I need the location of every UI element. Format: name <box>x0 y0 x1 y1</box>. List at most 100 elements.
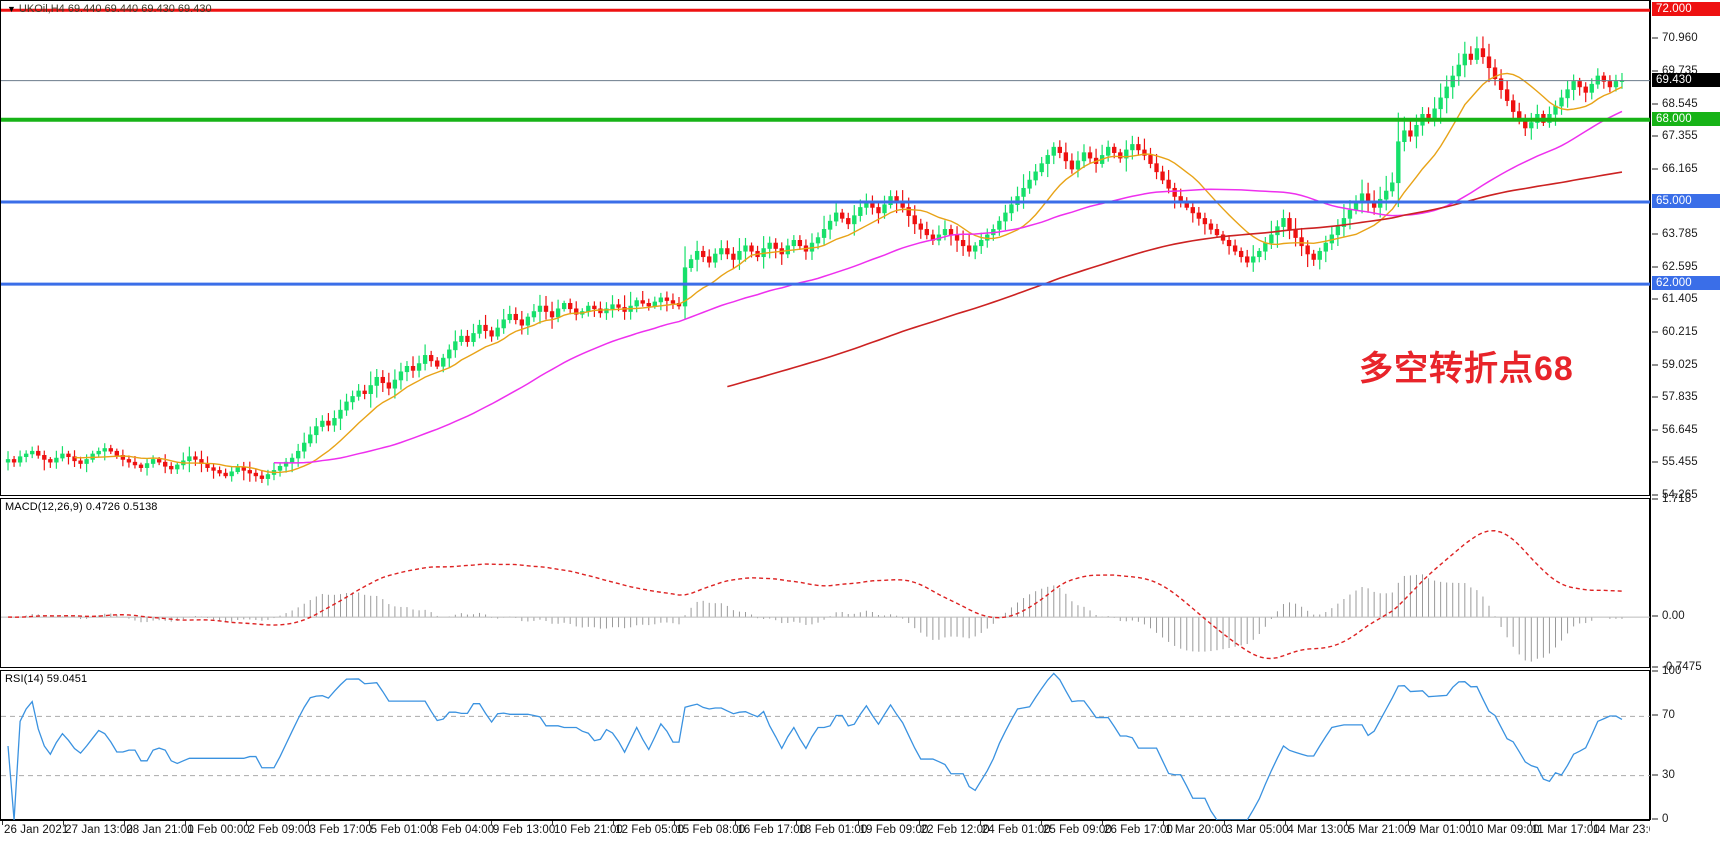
axis-tick-mark <box>1652 615 1658 617</box>
price-chart-panel[interactable]: ▼ UKOil,H4 69.440 69.440 69.430 69.430 多空… <box>0 0 1651 497</box>
rsi-tick-70: 70 <box>1662 709 1675 722</box>
price-tick-59.025: 59.025 <box>1662 358 1698 371</box>
price-badge-68.000[interactable]: 68.000 <box>1652 111 1720 126</box>
price-tick-54.265: 54.265 <box>1662 489 1698 501</box>
time-tick-mark <box>1590 821 1592 825</box>
time-tick-mark <box>735 821 737 825</box>
axis-tick-mark <box>1652 494 1658 496</box>
time-tick-23: 9 Mar 01:00 <box>1409 824 1473 836</box>
time-scale-axis[interactable]: 26 Jan 2021 27 Jan 13:00 28 Jan 21:00 1 Feb… <box>0 820 1662 841</box>
time-tick-mark <box>1407 821 1409 825</box>
time-tick-3: 1 Feb 00:00 <box>187 824 250 836</box>
time-tick-mark <box>124 821 126 825</box>
time-tick-mark <box>1102 821 1103 825</box>
time-tick-10: 12 Feb 05:00 <box>615 824 685 836</box>
time-tick-mark <box>918 821 920 825</box>
time-tick-mark <box>1163 821 1165 825</box>
axis-tick-mark <box>1652 714 1658 716</box>
time-tick-mark <box>613 821 615 825</box>
time-tick-mark <box>1346 821 1348 825</box>
rsi-tick-30: 30 <box>1662 768 1675 781</box>
price-tick-70.960: 70.960 <box>1662 31 1698 44</box>
time-tick-mark <box>185 821 187 825</box>
time-tick-20: 3 Mar 05:00 <box>1226 824 1289 836</box>
time-tick-mark <box>307 821 309 825</box>
rsi-tick-100: 100 <box>1662 665 1682 677</box>
axis-tick-mark <box>1652 498 1658 500</box>
axis-tick-mark <box>1652 135 1658 137</box>
price-tick-63.785: 63.785 <box>1662 228 1698 241</box>
macd-indicator-panel[interactable]: MACD(12,26,9) 0.4726 0.5138 <box>0 498 1651 668</box>
price-badge-69.430[interactable]: 69.430 <box>1652 72 1720 87</box>
time-tick-11: 15 Feb 08:00 <box>676 824 746 836</box>
time-tick-9: 10 Feb 21:00 <box>554 824 623 836</box>
rsi-plot <box>1 672 1651 821</box>
time-tick-12: 16 Feb 17:00 <box>737 824 807 836</box>
time-tick-mark <box>368 821 370 825</box>
time-tick-mark <box>2 821 3 825</box>
time-tick-26: 14 Mar 23:00 <box>1592 824 1662 836</box>
time-tick-2: 28 Jan 21:00 <box>126 824 194 836</box>
axis-tick-mark <box>1652 233 1658 235</box>
price-tick-57.835: 57.835 <box>1662 391 1698 404</box>
macd-tick--0.7475: -0.7475 <box>1662 661 1702 673</box>
axis-tick-mark <box>1652 298 1658 300</box>
price-badge-72.000[interactable]: 72.000 <box>1652 2 1720 17</box>
chart-annotation: 多空转折点68 <box>1359 350 1574 388</box>
macd-tick-0.00: 0.00 <box>1662 610 1685 623</box>
macd-plot <box>1 530 1651 662</box>
price-scale-axis[interactable]: 70.960 69.735 68.545 67.355 66.165 63.785 62.5… <box>1650 0 1722 841</box>
macd-tick-1.718: 1.718 <box>1662 493 1692 505</box>
axis-tick-mark <box>1652 396 1658 398</box>
time-tick-14: 19 Feb 09:00 <box>859 824 929 836</box>
price-tick-60.215: 60.215 <box>1662 326 1698 339</box>
time-tick-22: 5 Mar 21:00 <box>1348 824 1411 836</box>
time-tick-1: 27 Jan 13:00 <box>65 824 133 836</box>
time-tick-mark <box>796 821 798 825</box>
time-tick-16: 24 Feb 01:00 <box>981 824 1051 836</box>
time-tick-25: 11 Mar 17:00 <box>1531 824 1600 836</box>
time-tick-6: 5 Feb 01:00 <box>370 824 434 836</box>
macd-label: MACD(12,26,9) 0.4726 0.5138 <box>5 501 158 513</box>
price-badge-62.000[interactable]: 62.000 <box>1652 276 1720 291</box>
axis-tick-mark <box>1652 666 1658 668</box>
axis-tick-mark <box>1652 331 1658 333</box>
price-tick-56.645: 56.645 <box>1662 423 1698 436</box>
time-tick-mark <box>552 821 553 825</box>
time-tick-4: 2 Feb 09:00 <box>248 824 311 836</box>
time-tick-mark <box>1529 821 1531 825</box>
time-tick-24: 10 Mar 09:00 <box>1470 824 1540 836</box>
price-tick-55.455: 55.455 <box>1662 456 1698 469</box>
time-tick-17: 25 Feb 09:00 <box>1042 824 1112 836</box>
time-tick-0: 26 Jan 2021 <box>4 824 69 836</box>
rsi-tick-0: 0 <box>1662 813 1669 825</box>
price-badge-65.000[interactable]: 65.000 <box>1652 193 1720 208</box>
price-tick-62.595: 62.595 <box>1662 260 1698 273</box>
symbol-header-text: UKOil,H4 69.440 69.440 69.430 69.430 <box>18 3 212 15</box>
axis-tick-mark <box>1652 670 1658 672</box>
axis-tick-mark <box>1652 168 1658 170</box>
time-tick-mark <box>979 821 981 825</box>
rsi-indicator-panel[interactable]: RSI(14) 59.0451 <box>0 670 1651 821</box>
time-tick-mark <box>674 821 676 825</box>
axis-tick-mark <box>1652 774 1658 776</box>
axis-tick-mark <box>1652 429 1658 431</box>
axis-tick-mark <box>1652 37 1658 39</box>
axis-tick-mark <box>1652 818 1658 820</box>
time-tick-mark <box>246 821 248 825</box>
time-tick-15: 22 Feb 12:00 <box>920 824 990 836</box>
time-tick-mark <box>63 821 65 825</box>
time-tick-13: 18 Feb 01:00 <box>798 824 868 836</box>
axis-tick-mark <box>1652 266 1658 268</box>
axis-tick-mark <box>1652 70 1658 72</box>
time-tick-mark <box>1285 821 1287 825</box>
price-tick-61.405: 61.405 <box>1662 293 1698 306</box>
price-tick-68.545: 68.545 <box>1662 97 1698 110</box>
time-tick-mark <box>429 821 431 825</box>
time-tick-mark <box>1468 821 1470 825</box>
time-tick-mark <box>1224 821 1226 825</box>
price-plot[interactable] <box>1 1 1651 497</box>
collapse-caret-icon[interactable]: ▼ <box>7 4 16 14</box>
time-tick-mark <box>857 821 859 825</box>
chart-title: ▼ UKOil,H4 69.440 69.440 69.430 69.430 <box>7 3 212 15</box>
